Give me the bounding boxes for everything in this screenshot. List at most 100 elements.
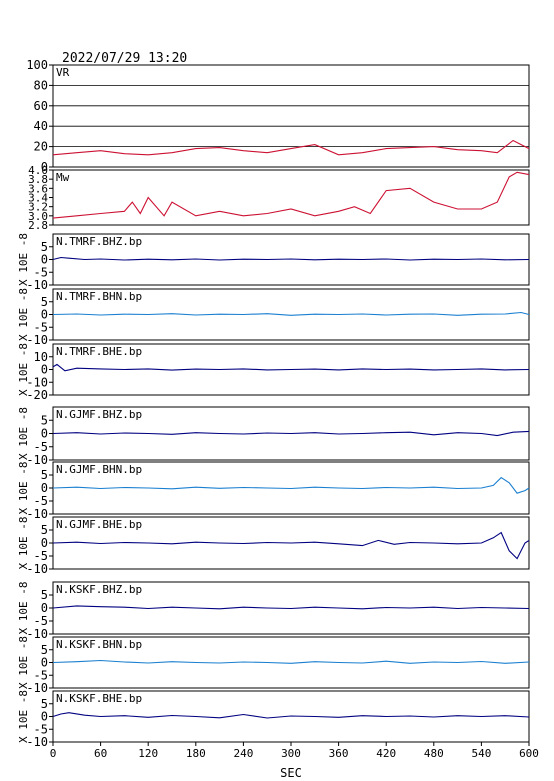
y-tick-label: 80 [34, 78, 48, 92]
panel-label: N.TMRF.BHN.bp [56, 290, 142, 303]
series-line [52, 430, 530, 437]
y-tick-label: 5 [41, 295, 48, 309]
y-unit-label: X 10E -8 [17, 233, 30, 286]
y-tick-label: 5 [41, 523, 48, 537]
y-tick-label: 3.4 [28, 192, 48, 205]
series-line [52, 171, 530, 219]
panel-2: 2.83.03.23.43.63.84.0 Mw [28, 164, 530, 232]
panels-group: 020406080100VR2.83.03.23.43.63.84.0Mw-10… [17, 58, 530, 749]
y-tick-label: -10 [26, 375, 48, 389]
y-tick-label: 3.6 [28, 182, 48, 195]
y-tick-label: 0 [41, 536, 48, 550]
series-line [52, 311, 530, 316]
y-unit-label: X 10E -8 [17, 517, 30, 570]
y-unit-label: X 10E -8 [17, 582, 30, 635]
y-tick-label: -5 [34, 614, 48, 628]
y-tick-label: 3.8 [28, 173, 48, 186]
panel-label: VR [56, 66, 70, 79]
x-tick-label: 240 [233, 747, 253, 760]
y-tick-label: 5 [41, 588, 48, 602]
y-tick-label: -10 [26, 278, 48, 292]
y-tick-label: -10 [26, 562, 48, 576]
x-tick-label: 120 [138, 747, 158, 760]
x-tick-label: 360 [329, 747, 349, 760]
x-tick-label: 0 [50, 747, 57, 760]
panel-label: N.KSKF.BHE.bp [56, 692, 142, 705]
y-unit-label: X 10E -8 [17, 636, 30, 689]
y-tick-label: -10 [26, 681, 48, 695]
y-tick-label: -5 [34, 668, 48, 682]
y-unit-label: X 10E -8 [17, 343, 30, 396]
series-line [52, 531, 530, 560]
y-tick-label: -10 [26, 453, 48, 467]
y-unit-label: X 10E -8 [17, 690, 30, 743]
y-tick-label: 2.8 [28, 219, 48, 232]
y-tick-label: 0 [41, 160, 48, 174]
panel-7: -10-505 X 10E -8 N.GJMF.BHN.bp [17, 461, 530, 521]
y-tick-label: 40 [34, 119, 48, 133]
figure-title: 2022/07/29 13:20 [62, 51, 187, 66]
panel-label: N.GJMF.BHN.bp [56, 463, 142, 476]
x-axis-label: SEC [280, 766, 302, 780]
x-tick-label: 480 [424, 747, 444, 760]
y-tick-label: 5 [41, 468, 48, 482]
y-tick-label: 0 [41, 363, 48, 377]
panel-label: N.GJMF.BHE.bp [56, 518, 142, 531]
y-tick-label: -10 [26, 507, 48, 521]
x-tick-label: 300 [281, 747, 301, 760]
panel-frame [52, 169, 530, 226]
x-axis: 0 60 120 180 240 300 360 420 480 540 600 [50, 742, 539, 760]
panel-3: -10-505 X 10E -8 N.TMRF.BHZ.bp [17, 233, 530, 292]
y-tick-label: -5 [34, 549, 48, 563]
series-line [52, 363, 530, 372]
y-tick-label: 3.2 [28, 201, 48, 214]
y-tick-label: 5 [41, 697, 48, 711]
y-tick-label: -10 [26, 627, 48, 641]
y-tick-label: -5 [34, 722, 48, 736]
y-tick-label: 0 [41, 308, 48, 322]
panel-label: N.GJMF.BHZ.bp [56, 408, 142, 421]
panel-8: -10-505 X 10E -8 N.GJMF.BHE.bp [17, 516, 530, 576]
y-tick-label: 100 [26, 58, 48, 72]
panel-1: 0 20 40 60 80 100 VR [26, 58, 530, 174]
series-line [52, 605, 530, 610]
x-tick-label: 600 [519, 747, 539, 760]
y-unit-label: X 10E -8 [17, 462, 30, 515]
y-tick-label: -10 [26, 735, 48, 749]
y-tick-label: 0 [41, 710, 48, 724]
x-tick-label: 180 [186, 747, 206, 760]
x-tick-label: 60 [94, 747, 107, 760]
series-line [52, 139, 530, 156]
y-tick-label: 0 [41, 481, 48, 495]
panel-label: N.KSKF.BHN.bp [56, 638, 142, 651]
y-tick-label: -5 [34, 320, 48, 334]
panel-label: Mw [56, 171, 70, 184]
series-line [52, 256, 530, 261]
panel-6: -10-505 X 10E -8 N.GJMF.BHZ.bp [17, 406, 530, 467]
y-tick-label: 4.0 [28, 164, 48, 177]
y-tick-label: 20 [34, 140, 48, 154]
y-tick-label: 5 [41, 413, 48, 427]
panel-11: -10-505 X 10E -8 N.KSKF.BHE.bp [17, 690, 530, 749]
x-tick-label: 420 [376, 747, 396, 760]
y-tick-label: -5 [34, 265, 48, 279]
y-tick-label: 5 [41, 643, 48, 657]
y-tick-label: 10 [34, 350, 48, 364]
y-tick-label: 5 [41, 240, 48, 254]
panel-9: -10-505 X 10E -8 N.KSKF.BHZ.bp [17, 581, 530, 641]
y-tick-label: 3.0 [28, 210, 48, 223]
x-tick-label: 540 [471, 747, 491, 760]
y-tick-label: 60 [34, 99, 48, 113]
y-tick-label: 0 [41, 601, 48, 615]
panel-label: N.TMRF.BHE.bp [56, 345, 142, 358]
panel-4: -10-505 X 10E -8 N.TMRF.BHN.bp [17, 288, 530, 347]
panel-10: -10-505 X 10E -8 N.KSKF.BHN.bp [17, 636, 530, 695]
y-tick-label: -10 [26, 333, 48, 347]
series-line [52, 712, 530, 719]
y-tick-label: -5 [34, 440, 48, 454]
y-tick-label: -5 [34, 494, 48, 508]
y-tick-label: 0 [41, 656, 48, 670]
y-tick-label: 0 [41, 253, 48, 267]
